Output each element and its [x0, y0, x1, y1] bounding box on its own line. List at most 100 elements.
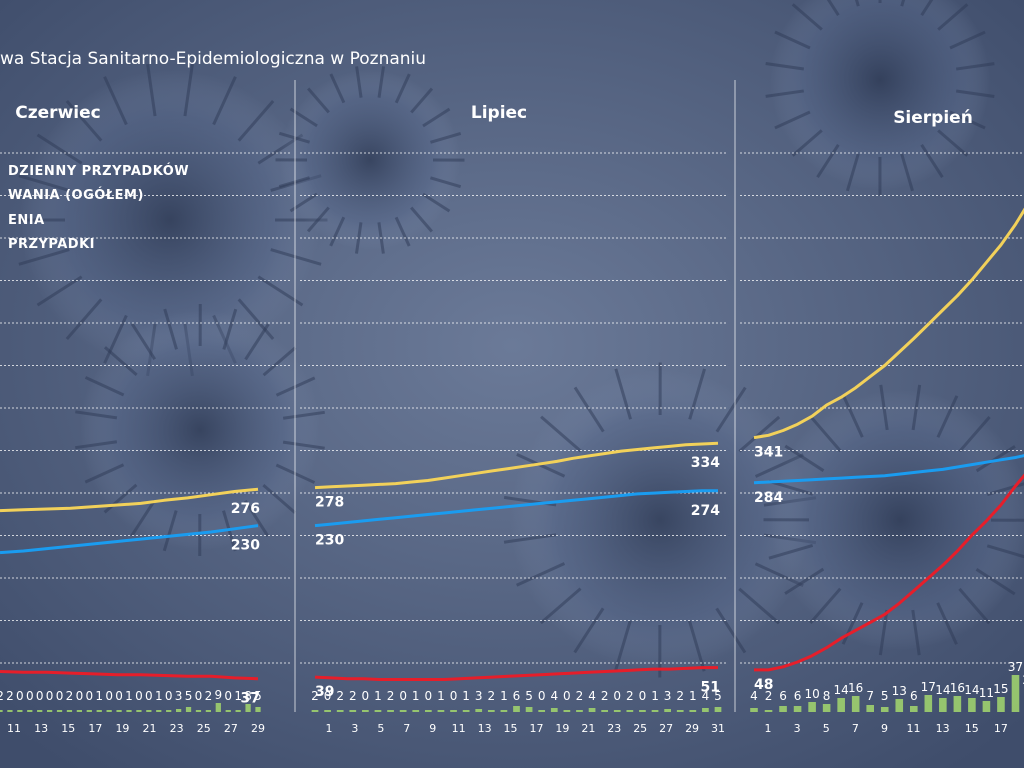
daily-value-label: 0	[135, 689, 143, 703]
virus-spike	[394, 216, 411, 247]
daily-bar	[146, 710, 152, 712]
virus-body	[20, 70, 320, 370]
daily-bar	[639, 710, 646, 712]
daily-value-label: 1	[500, 689, 508, 703]
virus-spike	[949, 110, 986, 130]
end-label-recovered: 274	[691, 503, 720, 519]
daily-value-label: 0	[36, 689, 44, 703]
x-tick-label: 15	[965, 722, 979, 735]
virus-spike	[573, 607, 605, 654]
daily-bar	[116, 710, 122, 712]
labels: Czerwiec27623037220000020010010010350290…	[0, 103, 1024, 735]
daily-value-label: 0	[324, 689, 332, 703]
daily-bar	[0, 710, 3, 712]
virus-spike	[410, 87, 434, 114]
virus-spike	[949, 30, 986, 50]
daily-value-label: 1	[651, 689, 659, 703]
start-label-active: 48	[754, 677, 773, 693]
x-tick-label: 3	[794, 722, 801, 735]
daily-value-label: 0	[85, 689, 93, 703]
virus-spike	[18, 174, 70, 192]
daily-bar	[215, 703, 221, 712]
start-label-active: 39	[315, 684, 334, 700]
virus-spike	[212, 76, 237, 126]
virus-spike	[516, 562, 566, 587]
virus-spike	[410, 206, 433, 233]
virus-spike	[430, 176, 462, 189]
daily-value-label: 0	[145, 689, 153, 703]
daily-value-label: 2	[336, 689, 344, 703]
x-tick-label: 17	[994, 722, 1008, 735]
virus-spike	[75, 410, 118, 420]
x-tick-label: 29	[685, 722, 699, 735]
virus-spike	[539, 587, 582, 625]
virus-spike	[768, 544, 814, 560]
daily-bar	[953, 696, 962, 712]
daily-bar	[76, 710, 83, 712]
daily-value-label: 2	[66, 689, 74, 703]
virus-spike	[36, 275, 83, 307]
virus-spike	[879, 384, 889, 431]
virus-spike	[955, 89, 995, 98]
x-tick-label: 5	[377, 722, 384, 735]
daily-bar	[136, 710, 142, 712]
daily-value-label: 8	[823, 689, 831, 703]
daily-bar	[225, 710, 231, 712]
virus-spike	[503, 533, 557, 544]
end-label-total: 276	[231, 501, 260, 517]
daily-value-label: 16	[848, 681, 863, 695]
daily-bar	[424, 710, 432, 712]
daily-value-label: 3	[175, 689, 183, 703]
daily-bar	[626, 710, 634, 712]
daily-bar	[349, 710, 357, 712]
daily-bar	[66, 710, 73, 712]
daily-value-label: 5	[254, 689, 262, 703]
x-tick-label: 13	[478, 722, 492, 735]
daily-value-label: 0	[195, 689, 203, 703]
virus-spike	[937, 3, 969, 31]
daily-bar	[86, 710, 92, 712]
series-line-recovered	[753, 454, 1024, 485]
x-tick-label: 21	[581, 722, 595, 735]
daily-value-label: 0	[563, 689, 571, 703]
daily-bar	[702, 708, 709, 712]
daily-bar	[676, 710, 684, 712]
daily-value-label: 0	[46, 689, 54, 703]
virus-spike	[282, 440, 325, 450]
x-tick-label: 5	[823, 722, 830, 735]
series-line-total	[753, 207, 1024, 440]
virus-spike	[183, 63, 194, 117]
daily-bar	[939, 698, 947, 712]
daily-bar	[255, 707, 261, 712]
daily-value-label: 4	[550, 689, 558, 703]
x-tick-label: 9	[881, 722, 888, 735]
daily-bar	[437, 710, 445, 712]
series-line-recovered	[314, 489, 718, 528]
x-tick-label: 23	[607, 722, 621, 735]
end-label-recovered: 230	[231, 538, 260, 554]
start-label-total: 278	[315, 495, 344, 511]
daily-bar	[324, 710, 331, 712]
virus-spike	[842, 395, 864, 438]
end-label-active: 37	[241, 691, 260, 707]
daily-value-label: 5	[714, 689, 722, 703]
daily-bar	[895, 699, 904, 712]
virus-spike	[573, 386, 605, 433]
daily-bar	[56, 710, 63, 712]
daily-bar	[205, 710, 212, 712]
virus-body	[770, 390, 1024, 650]
daily-value-label: 16	[950, 681, 965, 695]
daily-value-label: 0	[224, 689, 232, 703]
virus-spike	[306, 206, 330, 233]
daily-bar	[235, 710, 241, 712]
daily-value-label: 1	[689, 689, 697, 703]
daily-value-label: 24	[1022, 673, 1024, 687]
panel-title-1: Lipiec	[471, 103, 527, 123]
daily-value-label: 17	[921, 680, 936, 694]
virus-spike	[715, 607, 747, 654]
virus-spike	[278, 131, 310, 144]
daily-value-label: 0	[399, 689, 407, 703]
virus-spike	[975, 568, 1016, 596]
daily-bar	[387, 710, 394, 712]
x-tick-label: 1	[326, 722, 333, 735]
